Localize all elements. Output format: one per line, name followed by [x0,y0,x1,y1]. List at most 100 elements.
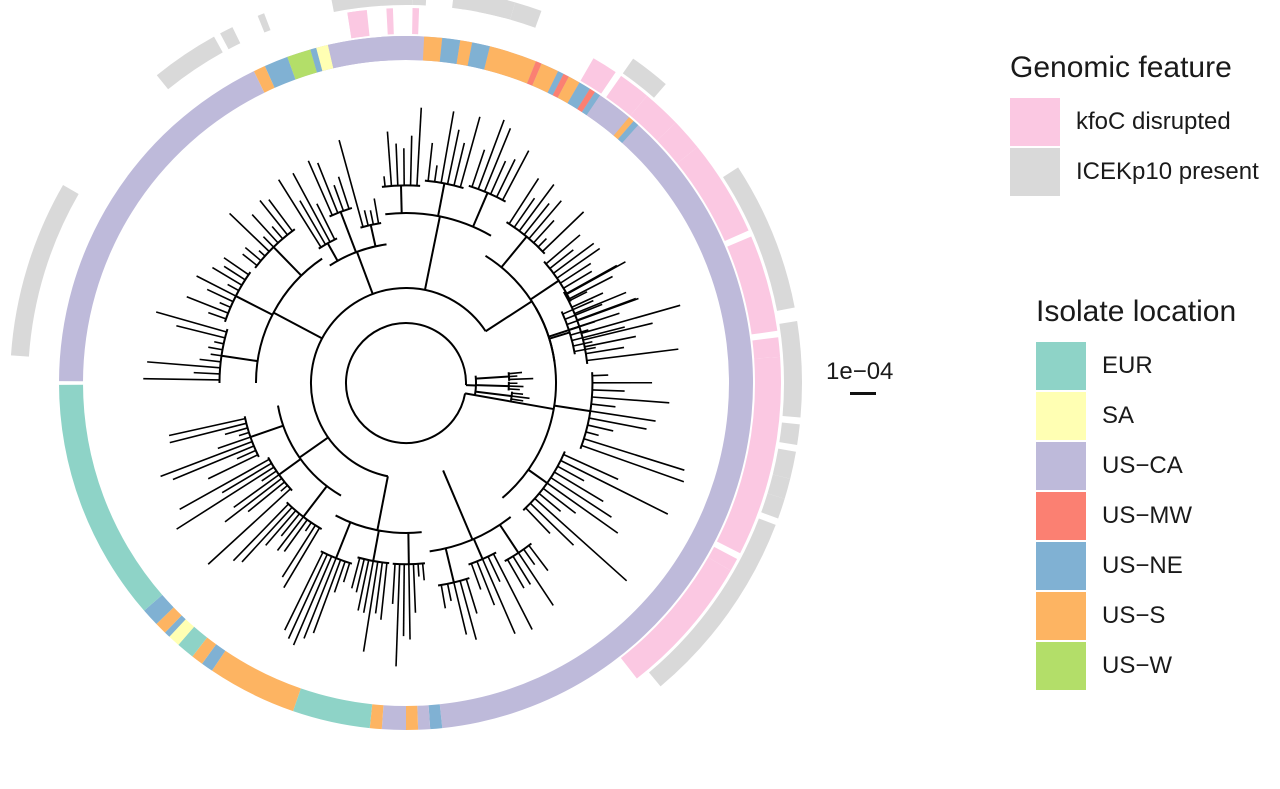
legend-swatch [1036,442,1086,490]
leaf-branch [362,560,375,613]
leaf-branch [518,184,555,232]
leaf-branch [542,211,585,252]
leaf-branch [244,246,262,262]
leaf-branch [287,554,328,639]
location-segment [567,82,590,110]
leaf-branch [459,580,478,640]
subclade-stem [235,295,273,316]
location-segment [381,705,406,730]
leaf-branch [592,374,609,377]
leaf-branch [196,275,237,297]
leaf-branch [581,444,685,483]
clade-arc [429,516,512,553]
leaf-branch [568,312,620,331]
location-segment [310,47,323,73]
leaf-branch [495,158,516,198]
scale-bar-label: 1e−04 [826,358,894,385]
icekp10-present-ring [10,0,802,687]
leaf-branch [511,395,530,400]
legend-swatch [1010,148,1060,196]
leaf-branch [261,470,277,482]
leaf-branch [542,487,577,514]
leaf-branch [227,283,240,292]
leaf-branch [362,561,379,652]
subclade-stem [437,183,446,217]
leaf-branch [258,250,266,257]
leaf-branch [147,361,221,369]
leaf-branch [342,562,351,583]
location-segment [264,56,296,88]
leaf-branch [481,558,516,635]
leaf-branch [265,510,297,546]
leaf-branch [383,176,386,187]
leaf-branch [476,561,496,606]
leaf-branch [283,519,308,552]
leaf-branch [588,417,647,430]
location-segment [287,49,317,80]
subclade-arc [522,451,566,511]
leaf-branch [571,292,604,309]
subclade-stem [302,485,328,518]
location-segment [439,37,461,64]
legend-swatch [1036,392,1086,440]
leaf-branch [338,139,364,228]
leaf-branch [374,562,384,614]
kfoc-disrupted-segment [657,122,698,164]
leaf-branch [492,553,533,630]
leaf-branch [247,481,286,513]
leaf-branch [477,119,505,190]
leaf-branch [591,396,670,404]
icekp10-present-segment [412,0,427,6]
leaf-branch [221,462,272,494]
isolate-location-legend: Isolate location EUR SA US−CA US−MW US−N… [1036,294,1236,690]
leaf-branch [501,150,530,201]
location-segment [406,705,419,730]
location-segment [467,42,490,70]
leaf-branch [233,474,280,509]
leaf-branch [523,202,550,236]
leaf-branch [259,200,289,236]
subclade-stem [549,331,570,340]
icekp10-present-segment [779,422,800,445]
leaf-branch [199,358,221,363]
location-segment [59,71,265,384]
subclade-stem [335,521,352,559]
location-ring [58,35,754,730]
clade-stem [442,470,474,540]
leaf-branch [281,524,317,578]
location-segment [169,619,195,645]
icekp10-present-segment [510,2,542,28]
leaf-branch [459,116,481,188]
leaf-branch [465,578,478,614]
leaf-branch [409,135,413,186]
kfoc-disrupted-segment [630,95,676,141]
leaf-branch [511,392,524,395]
leaf-branch [509,377,534,381]
leaf-branch [416,107,423,186]
leaf-branch [168,417,246,437]
root-arc [344,322,467,445]
leaf-branch [155,311,227,333]
subclade-arc [329,206,353,218]
subclade-arc [579,372,594,450]
subclade-stem [400,185,403,214]
leaf-branch [262,236,275,248]
leaf-branch [417,563,420,577]
leaf-branch [562,299,594,315]
leaf-branch [214,340,224,345]
legend-label: kfoC disrupted [1076,108,1231,135]
clade-stem [356,251,374,295]
leaf-branch [355,558,365,593]
leaf-branch [373,198,380,224]
leaf-branch [508,371,523,375]
subclade-stem [527,468,548,484]
location-segment [253,66,275,93]
leaf-branch [212,266,243,286]
leaf-branch [207,454,259,480]
leaf-branch [563,453,619,481]
leaf-branch [590,410,656,422]
kfoc-disrupted-segment [580,58,616,94]
location-segment [178,626,208,657]
leaf-branch [511,398,524,402]
